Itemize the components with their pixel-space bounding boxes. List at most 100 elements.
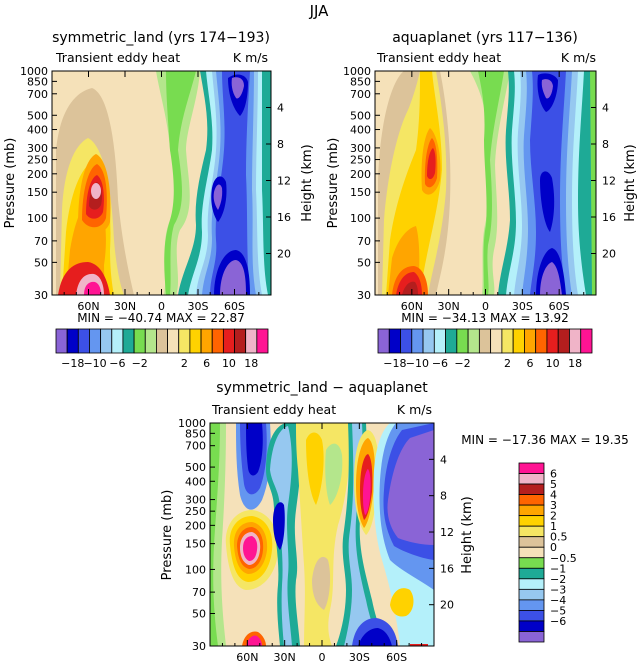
y-tick-label: 850 — [185, 427, 206, 440]
x-tick-label: 30S — [512, 300, 533, 313]
y-tick-label: 100 — [185, 563, 206, 576]
colorbar-swatch — [518, 525, 545, 538]
figure-title: JJA — [309, 2, 330, 20]
colorbar-swatch — [518, 610, 545, 622]
panel-title: symmetric_land − aquaplanet — [216, 380, 428, 396]
y-tick-label: 70 — [357, 235, 371, 248]
y-tick-label: 50 — [34, 256, 48, 269]
panel-symmetric-land: symmetric_land (yrs 174−193) Transient e… — [3, 30, 315, 370]
colorbar-label: −10 — [83, 357, 106, 370]
y-tick-label: 700 — [185, 440, 206, 453]
y-tick-label: 70 — [34, 235, 48, 248]
colorbar-swatch — [377, 328, 390, 354]
right-tick-label: 16 — [277, 211, 291, 224]
y-tick-label: 250 — [185, 505, 206, 518]
contour-field — [210, 423, 434, 646]
panel-aquaplanet: aquaplanet (yrs 117−136) Transient eddy … — [326, 30, 638, 370]
colorbar-swatch — [580, 328, 593, 354]
colorbar-swatch — [518, 631, 545, 643]
panel-subtitle-left: Transient eddy heat — [376, 50, 501, 65]
x-tick-label: 60N — [77, 300, 99, 313]
x-tick-label: 0 — [319, 651, 326, 664]
y-tick-label: 500 — [27, 109, 48, 122]
colorbar-label: −6 — [432, 357, 448, 370]
right-tick-label: 12 — [602, 175, 616, 188]
y-tick-label: 100 — [27, 212, 48, 225]
colorbar-swatch — [66, 328, 79, 354]
colorbar-label: 2 — [504, 357, 511, 370]
colorbar-label: 6 — [550, 468, 557, 481]
min-max-label: MIN = −34.13 MAX = 13.92 — [401, 311, 569, 325]
colorbar-swatch — [100, 328, 113, 354]
y-tick-label: 250 — [350, 154, 371, 167]
right-tick-label: 8 — [440, 490, 447, 503]
panel-difference: symmetric_land − aquaplanet Transient ed… — [160, 380, 629, 664]
y-tick-label: 700 — [27, 88, 48, 101]
colorbar-label: 4 — [550, 489, 557, 502]
colorbar-swatch — [189, 328, 202, 354]
y-tick-label: 700 — [350, 88, 371, 101]
colorbar-swatch — [546, 328, 559, 354]
y-tick-label: 50 — [357, 256, 371, 269]
x-tick-label: 30N — [274, 651, 296, 664]
colorbar-swatch — [77, 328, 90, 354]
right-tick-label: 12 — [440, 526, 454, 539]
x-tick-label: 0 — [482, 300, 489, 313]
colorbar-label: −18 — [383, 357, 406, 370]
colorbar-label: 1 — [550, 520, 557, 533]
y-tick-label: 400 — [185, 475, 206, 488]
colorbar-swatch — [133, 328, 146, 354]
y-axis-label: Pressure (mb) — [160, 490, 175, 581]
colorbar-swatch — [518, 504, 545, 517]
min-max-label: MIN = −17.36 MAX = 19.35 — [461, 433, 629, 447]
x-tick-label: 30S — [349, 651, 370, 664]
colorbar-swatch — [518, 546, 545, 559]
colorbar-swatch — [518, 483, 545, 495]
colorbar-label: −2 — [454, 357, 470, 370]
colorbar-swatch — [234, 328, 247, 354]
panel-units: K m/s — [561, 50, 596, 65]
contour-field — [52, 71, 271, 295]
colorbar-swatch — [245, 328, 258, 354]
colorbar-swatch — [518, 462, 545, 474]
y-axis-label-right: Height (km) — [623, 144, 638, 221]
y-tick-label: 200 — [27, 168, 48, 181]
colorbar: −18 −10 −6 −2 2 6 10 18 — [377, 328, 593, 370]
y-tick-label: 850 — [350, 75, 371, 88]
colorbar-swatch — [456, 328, 469, 354]
colorbar-swatch — [501, 328, 514, 354]
colorbar-swatch — [518, 599, 545, 611]
y-tick-label: 250 — [27, 154, 48, 167]
y-tick-label: 1000 — [343, 65, 371, 78]
colorbar-swatch — [524, 328, 537, 354]
colorbar-swatch — [557, 328, 570, 354]
right-tick-label: 16 — [440, 562, 454, 575]
right-tick-label: 20 — [277, 248, 291, 261]
colorbar-swatch — [518, 567, 545, 580]
colorbar-swatch — [518, 588, 545, 601]
y-tick-label: 70 — [192, 586, 206, 599]
y-tick-label: 200 — [185, 519, 206, 532]
panel-units: K m/s — [233, 50, 268, 65]
right-tick-label: 8 — [277, 138, 284, 151]
y-axis-label-right: Height (km) — [300, 144, 315, 221]
x-tick-label: 60N — [401, 300, 423, 313]
colorbar-swatch — [445, 328, 458, 354]
y-tick-label: 850 — [27, 75, 48, 88]
colorbar-swatch — [211, 328, 224, 354]
right-tick-label: 4 — [602, 102, 609, 115]
right-tick-label: 16 — [602, 211, 616, 224]
right-tick-label: 20 — [440, 599, 454, 612]
colorbar-label: 3 — [550, 499, 557, 512]
colorbar-swatch — [388, 328, 401, 354]
y-tick-label: 400 — [350, 124, 371, 137]
colorbar-label: −6 — [109, 357, 125, 370]
colorbar-swatch — [518, 536, 545, 548]
colorbar-swatch — [467, 328, 480, 354]
right-tick-label: 12 — [277, 175, 291, 188]
y-tick-label: 400 — [27, 124, 48, 137]
colorbar-label: −5 — [550, 604, 566, 617]
colorbar-label: −6 — [550, 615, 566, 628]
colorbar-label: 5 — [550, 478, 557, 491]
x-tick-label: 60S — [549, 300, 570, 313]
